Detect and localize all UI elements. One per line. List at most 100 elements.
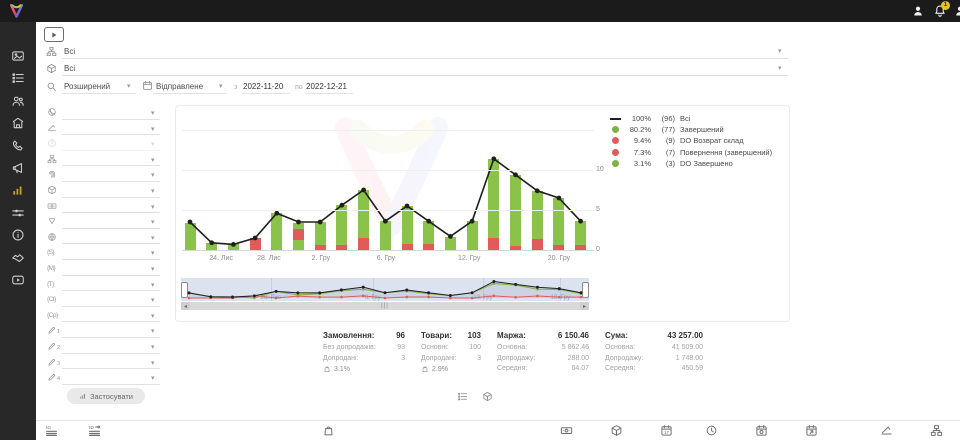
bar-segment-completed[interactable] [271, 213, 283, 250]
apply-button[interactable]: Застосувати [67, 388, 145, 404]
bar-segment-completed[interactable] [575, 221, 587, 246]
brush-handle-right[interactable] [582, 282, 589, 298]
status-group-select[interactable]: Всі [64, 47, 76, 56]
filter-select-16[interactable] [62, 356, 160, 369]
bar-segment-returns[interactable] [488, 238, 500, 250]
brush-handle-left[interactable] [181, 282, 188, 298]
chart-scrollbar[interactable]: ◂ ▸ ||| [181, 302, 589, 310]
toolbar-calendar-b-icon[interactable] [755, 424, 768, 437]
bar-segment-completed[interactable] [379, 221, 391, 250]
bar-segment-completed[interactable] [401, 206, 413, 245]
chevron-down-icon[interactable]: ▾ [151, 110, 155, 117]
sidebar-item-bar-chart-icon[interactable] [11, 183, 25, 197]
filter-select-17[interactable] [62, 371, 160, 384]
cube-view-icon[interactable] [482, 391, 493, 402]
chevron-down-icon[interactable]: ▾ [151, 266, 155, 273]
brand-logo-icon[interactable] [8, 3, 25, 19]
bar-segment-completed[interactable] [488, 158, 500, 238]
date-from-input[interactable]: 2022-11-20 [243, 82, 284, 91]
bar-segment-completed[interactable] [531, 190, 543, 239]
chevron-down-icon[interactable]: ▾ [778, 65, 782, 72]
chevron-down-icon[interactable]: ▾ [151, 328, 155, 336]
sidebar-item-phone-icon[interactable] [11, 139, 25, 153]
product-select[interactable]: Всі [64, 64, 76, 73]
chevron-down-icon[interactable]: ▾ [151, 188, 155, 195]
chevron-down-icon[interactable]: ▾ [151, 125, 155, 133]
scroll-left-arrow-icon[interactable]: ◂ [181, 302, 190, 310]
chevron-down-icon[interactable]: ▾ [151, 250, 155, 258]
sidebar-item-megaphone-icon[interactable] [11, 161, 25, 175]
bar-segment-completed[interactable] [184, 222, 196, 250]
chevron-down-icon[interactable]: ▾ [151, 375, 155, 383]
date-to-input[interactable]: 2022-12-21 [306, 82, 347, 91]
bar-segment-completed[interactable] [293, 239, 304, 250]
sidebar-item-users-icon[interactable] [11, 94, 25, 108]
sidebar-item-info-icon[interactable] [11, 228, 25, 242]
filter-select-1[interactable] [62, 122, 160, 135]
filter-select-5[interactable] [62, 184, 160, 197]
chevron-down-icon[interactable]: ▾ [151, 203, 155, 211]
filter-select-7[interactable] [62, 215, 160, 228]
chevron-down-icon[interactable]: ▾ [778, 48, 782, 55]
chevron-down-icon[interactable]: ▾ [151, 344, 155, 351]
bar-segment-returns[interactable] [423, 244, 435, 250]
filter-select-9[interactable] [62, 246, 160, 259]
bar-segment-completed[interactable] [553, 198, 565, 246]
toolbar-sitemap-icon[interactable] [930, 424, 943, 437]
bar-segment-returns[interactable] [531, 238, 543, 250]
bar-segment-completed[interactable] [314, 222, 326, 246]
toolbar-bag-icon[interactable] [322, 424, 335, 437]
chevron-down-icon[interactable]: ▾ [151, 359, 155, 367]
filter-select-12[interactable] [62, 293, 160, 306]
bar-segment-completed[interactable] [466, 221, 478, 250]
legend-item[interactable]: 9.4% (9) DO Возврат склад [608, 135, 772, 146]
toolbar-level-icon[interactable] [880, 424, 893, 437]
date-type-select[interactable]: Відправлене [156, 82, 204, 91]
bar-segment-completed[interactable] [358, 190, 370, 238]
filter-select-6[interactable] [62, 200, 160, 213]
bar-segment-completed[interactable] [423, 221, 435, 245]
toolbar-cube-icon[interactable] [610, 424, 623, 437]
filter-select-3[interactable] [62, 153, 160, 166]
chevron-down-icon[interactable]: ▾ [151, 297, 155, 305]
bar-segment-returns[interactable] [553, 245, 565, 250]
scroll-right-arrow-icon[interactable]: ▸ [580, 302, 589, 310]
search-icon[interactable] [46, 81, 57, 92]
bar-segment-returns[interactable] [336, 245, 348, 250]
bar-segment-returns[interactable] [293, 229, 304, 240]
chevron-down-icon[interactable]: ▾ [219, 83, 223, 90]
toolbar-banknote-icon[interactable] [560, 424, 573, 437]
sidebar-item-handshake-icon[interactable] [11, 251, 25, 265]
bar-segment-returns[interactable] [249, 238, 261, 250]
filter-select-0[interactable] [62, 106, 160, 119]
toolbar-calendar-arrow-icon[interactable] [805, 424, 818, 437]
filter-select-10[interactable] [62, 262, 160, 275]
bar-segment-completed[interactable] [206, 242, 218, 250]
legend-item[interactable]: 7.3% (7) Повернення (завершений) [608, 147, 772, 158]
chevron-down-icon[interactable]: ▾ [127, 83, 131, 90]
filter-select-13[interactable] [62, 309, 160, 322]
filter-select-2[interactable] [62, 137, 160, 150]
bar-segment-returns[interactable] [401, 244, 413, 250]
bar-segment-completed[interactable] [444, 237, 456, 250]
sidebar-item-image-card-icon[interactable] [11, 49, 25, 63]
filter-select-8[interactable] [62, 231, 160, 244]
filter-select-4[interactable] [62, 168, 160, 181]
chevron-down-icon[interactable]: ▾ [151, 156, 155, 164]
legend-item[interactable]: 100% (96) Всі [608, 113, 772, 124]
filter-select-11[interactable] [62, 278, 160, 291]
chart-navigator[interactable]: 28. Лис 6. Гру 13. Гру 18. Гру [181, 278, 589, 301]
chevron-down-icon[interactable]: ▾ [151, 141, 155, 149]
chevron-down-icon[interactable]: ▾ [151, 281, 155, 289]
filter-select-15[interactable] [62, 340, 160, 353]
bar-segment-returns[interactable] [510, 246, 521, 250]
chevron-down-icon[interactable]: ▾ [151, 219, 155, 227]
user-avatar-icon[interactable] [954, 5, 960, 17]
bar-segment-completed[interactable] [293, 222, 304, 230]
sidebar-item-store-icon[interactable] [11, 116, 25, 130]
toolbar-id-badge-icon[interactable]: ID [88, 424, 101, 437]
sidebar-item-list-icon[interactable] [11, 71, 25, 85]
chevron-down-icon[interactable]: ▾ [151, 312, 155, 320]
toolbar-calendar-grid-icon[interactable]: 17 [660, 424, 673, 437]
sidebar-item-video-play-icon[interactable] [11, 273, 25, 287]
